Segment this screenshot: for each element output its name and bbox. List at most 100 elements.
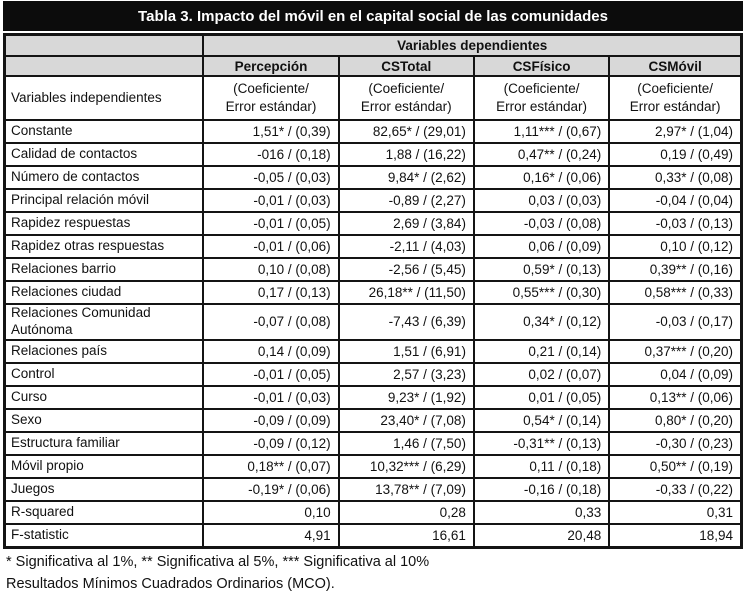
value-cell: 0,39** / (0,16) bbox=[608, 257, 743, 282]
table-row: Rapidez respuestas -0,01 / (0,05) 2,69 / (… bbox=[3, 211, 743, 236]
value-cell: 0,33 bbox=[472, 499, 611, 525]
table-row: Curso -0,01 / (0,03) 9,23* / (1,92) 0,01 / … bbox=[3, 384, 743, 410]
value-cell: -0,01 / (0,06) bbox=[202, 234, 340, 259]
value-cell: 4,91 bbox=[202, 522, 340, 549]
dependent-variables-row: Variables dependientes bbox=[3, 33, 743, 57]
value-cell: 0,13** / (0,06) bbox=[608, 384, 743, 410]
value-cell: -0,19* / (0,06) bbox=[202, 476, 340, 502]
value-cell: -0,01 / (0,05) bbox=[202, 361, 340, 387]
value-cell: 0,06 / (0,09) bbox=[472, 234, 611, 259]
row-label: Número de contactos bbox=[3, 165, 205, 190]
row-label: Curso bbox=[3, 384, 205, 410]
footnotes: * Significativa al 1%, ** Significativa … bbox=[6, 551, 429, 595]
value-cell: 9,84* / (2,62) bbox=[337, 165, 475, 190]
value-cell: 0,14 / (0,09) bbox=[202, 338, 340, 364]
row-label: Rapidez respuestas bbox=[3, 211, 205, 236]
column-header-csmovil: CSMóvil bbox=[608, 55, 743, 77]
value-cell: 13,78** / (7,09) bbox=[337, 476, 475, 502]
value-cell: 0,34* / (0,12) bbox=[472, 303, 611, 341]
table-row: Calidad de contactos -016 / (0,18) 1,88 / … bbox=[3, 142, 743, 167]
value-cell: 2,97* / (1,04) bbox=[608, 119, 743, 144]
value-cell: 10,32*** / (6,29) bbox=[337, 453, 475, 479]
value-cell: 0,10 / (0,08) bbox=[202, 257, 340, 282]
value-cell: 82,65* / (29,01) bbox=[337, 119, 475, 144]
value-cell: -0,30 / (0,23) bbox=[608, 430, 743, 456]
row-label: Móvil propio bbox=[3, 453, 205, 479]
table-row: Relaciones ciudad 0,17 / (0,13) 26,18** / … bbox=[3, 280, 743, 305]
value-cell: 0,04 / (0,09) bbox=[608, 361, 743, 387]
table-row: Control -0,01 / (0,05) 2,57 / (3,23) 0,02 /… bbox=[3, 361, 743, 387]
row-label: Estructura familiar bbox=[3, 430, 205, 456]
table-row: Móvil propio 0,18** / (0,07) 10,32*** / (6… bbox=[3, 453, 743, 479]
value-cell: -7,43 / (6,39) bbox=[337, 303, 475, 341]
dependent-variables-header: Variables dependientes bbox=[202, 33, 743, 57]
value-cell: -016 / (0,18) bbox=[202, 142, 340, 167]
value-cell: -0,01 / (0,03) bbox=[202, 384, 340, 410]
table-row: Constante 1,51* / (0,39) 82,65* / (29,01) 1… bbox=[3, 119, 743, 144]
subheader-percepcion: (Coeficiente/ Error estándar) bbox=[202, 75, 340, 121]
column-header-row: Percepción CSTotal CSFísico CSMóvil bbox=[3, 55, 743, 77]
value-cell: -0,01 / (0,05) bbox=[202, 211, 340, 236]
value-cell: 0,33* / (0,08) bbox=[608, 165, 743, 190]
row-label: Rapidez otras respuestas bbox=[3, 234, 205, 259]
regression-table: Tabla 3. Impacto del móvil en el capital… bbox=[3, 1, 743, 549]
value-cell: -0,03 / (0,08) bbox=[472, 211, 611, 236]
value-cell: 0,10 / (0,12) bbox=[608, 234, 743, 259]
table-row: F-statistic 4,91 16,61 20,48 18,94 bbox=[3, 522, 743, 549]
value-cell: -0,31** / (0,13) bbox=[472, 430, 611, 456]
row-label: F-statistic bbox=[3, 522, 205, 549]
row-label: Relaciones ciudad bbox=[3, 280, 205, 305]
value-cell: 0,59* / (0,13) bbox=[472, 257, 611, 282]
row-label: Relaciones Comunidad Autónoma bbox=[3, 303, 205, 341]
empty-corner-cell-2 bbox=[3, 55, 205, 77]
value-cell: -0,09 / (0,12) bbox=[202, 430, 340, 456]
value-cell: 2,57 / (3,23) bbox=[337, 361, 475, 387]
table-row: R-squared 0,10 0,28 0,33 0,31 bbox=[3, 499, 743, 525]
table-row: Relaciones Comunidad Autónoma -0,07 / (0,… bbox=[3, 303, 743, 341]
value-cell: -0,03 / (0,17) bbox=[608, 303, 743, 341]
value-cell: 0,16* / (0,06) bbox=[472, 165, 611, 190]
value-cell: 0,17 / (0,13) bbox=[202, 280, 340, 305]
value-cell: -0,01 / (0,03) bbox=[202, 188, 340, 213]
significance-footnote: * Significativa al 1%, ** Significativa … bbox=[6, 554, 430, 570]
value-cell: 0,55*** / (0,30) bbox=[472, 280, 611, 305]
value-cell: 0,03 / (0,03) bbox=[472, 188, 611, 213]
value-cell: -2,11 / (4,03) bbox=[337, 234, 475, 259]
empty-corner-cell bbox=[3, 33, 205, 57]
table-row: Número de contactos -0,05 / (0,03) 9,84* /… bbox=[3, 165, 743, 190]
column-header-percepcion: Percepción bbox=[202, 55, 340, 77]
row-label: R-squared bbox=[3, 499, 205, 525]
table-header: Variables dependientes Percepción CSTota… bbox=[3, 33, 743, 121]
value-cell: 0,50** / (0,19) bbox=[608, 453, 743, 479]
row-label: Relaciones país bbox=[3, 338, 205, 364]
value-cell: 0,18** / (0,07) bbox=[202, 453, 340, 479]
value-cell: 0,10 bbox=[202, 499, 340, 525]
data-table: Variables dependientes Percepción CSTota… bbox=[3, 33, 743, 549]
row-label: Juegos bbox=[3, 476, 205, 502]
value-cell: -0,89 / (2,27) bbox=[337, 188, 475, 213]
value-cell: 0,47** / (0,24) bbox=[472, 142, 611, 167]
row-label: Control bbox=[3, 361, 205, 387]
row-label: Sexo bbox=[3, 407, 205, 433]
row-label: Relaciones barrio bbox=[3, 257, 205, 282]
value-cell: 0,19 / (0,49) bbox=[608, 142, 743, 167]
value-cell: 0,31 bbox=[608, 499, 743, 525]
value-cell: 0,02 / (0,07) bbox=[472, 361, 611, 387]
table-row: Sexo -0,09 / (0,09) 23,40* / (7,08) 0,54* /… bbox=[3, 407, 743, 433]
row-label: Constante bbox=[3, 119, 205, 144]
value-cell: 0,54* / (0,14) bbox=[472, 407, 611, 433]
value-cell: 1,51 / (6,91) bbox=[337, 338, 475, 364]
value-cell: -0,04 / (0,04) bbox=[608, 188, 743, 213]
table-title: Tabla 3. Impacto del móvil en el capital… bbox=[3, 1, 743, 31]
value-cell: -0,07 / (0,08) bbox=[202, 303, 340, 341]
value-cell: 20,48 bbox=[472, 522, 611, 549]
value-cell: 0,80* / (0,20) bbox=[608, 407, 743, 433]
value-cell: 0,58*** / (0,33) bbox=[608, 280, 743, 305]
value-cell: 1,46 / (7,50) bbox=[337, 430, 475, 456]
value-cell: 0,11 / (0,18) bbox=[472, 453, 611, 479]
value-cell: 1,88 / (16,22) bbox=[337, 142, 475, 167]
table-row: Juegos -0,19* / (0,06) 13,78** / (7,09) -0,… bbox=[3, 476, 743, 502]
independent-variables-header: Variables independientes bbox=[3, 75, 205, 121]
table-row: Principal relación móvil -0,01 / (0,03) -0… bbox=[3, 188, 743, 213]
